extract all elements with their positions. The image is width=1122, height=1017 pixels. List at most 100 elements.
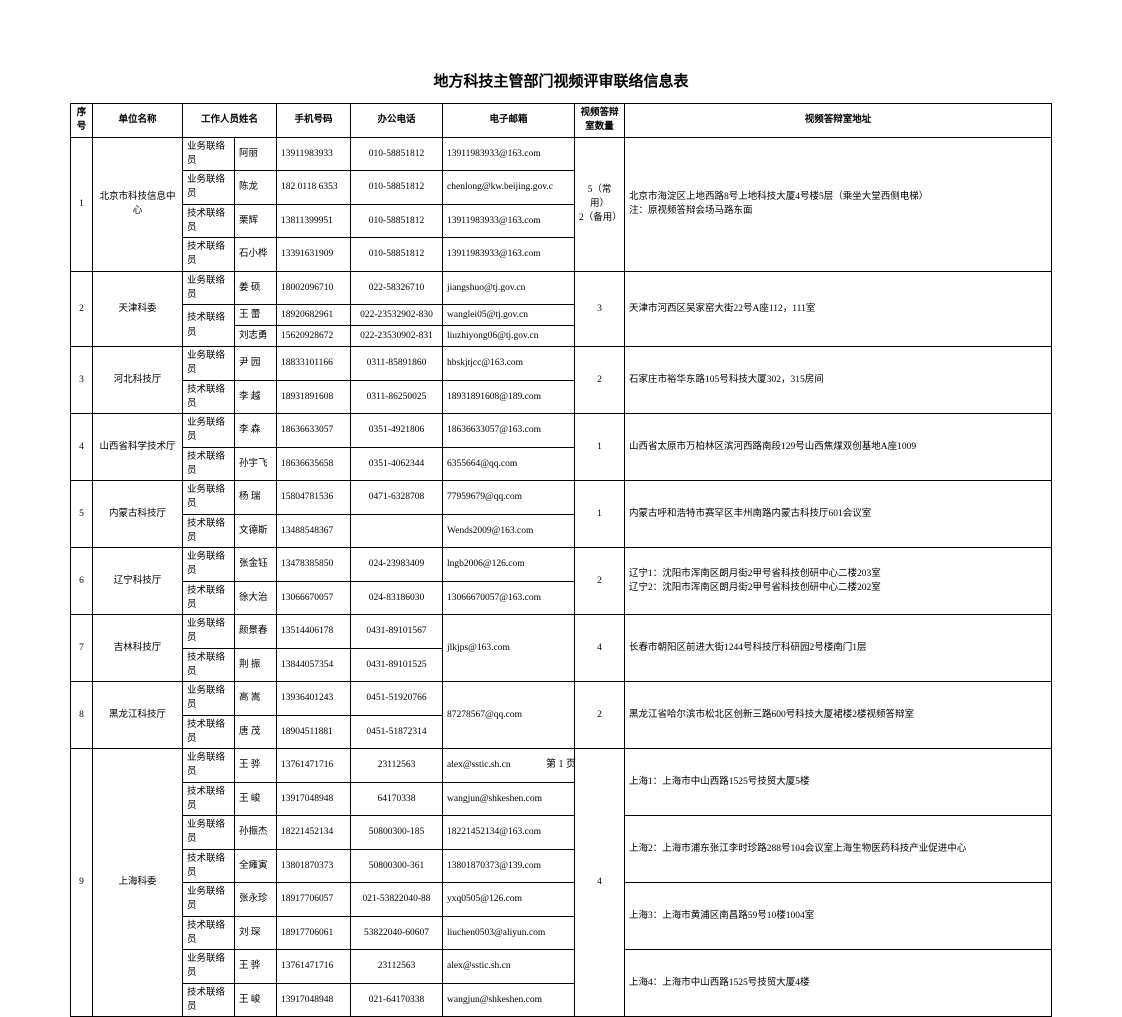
cell-phone: 15620928672 <box>277 326 351 347</box>
cell-email: 18221452134@163.com <box>443 816 575 850</box>
cell-phone: 13391631909 <box>277 238 351 272</box>
cell-email: 13911983933@163.com <box>443 238 575 272</box>
cell-tel: 022-23532902-830 <box>351 305 443 326</box>
cell-phone: 13911983933 <box>277 137 351 171</box>
cell-email: yxq0505@126.com <box>443 883 575 917</box>
table-row: 2 天津科委 业务联络员姜 硕18002096710022-58326710ji… <box>71 271 1052 305</box>
cell-role: 技术联络员 <box>183 514 235 548</box>
cell-name: 阿丽 <box>235 137 277 171</box>
cell-tel: 021-64170338 <box>351 983 443 1017</box>
cell-qty: 2 <box>575 548 625 615</box>
cell-role: 业务联络员 <box>183 137 235 171</box>
cell-tel: 0451-51920766 <box>351 682 443 716</box>
cell-org: 内蒙古科技厅 <box>93 481 183 548</box>
th-addr: 视频答辩室地址 <box>625 104 1052 138</box>
cell-phone: 13514406178 <box>277 615 351 649</box>
cell-role: 技术联络员 <box>183 305 235 347</box>
cell-addr: 天津市河西区吴家窑大街22号A座112，111室 <box>625 271 1052 347</box>
th-email: 电子邮箱 <box>443 104 575 138</box>
cell-name: 杨 瑞 <box>235 481 277 515</box>
cell-role: 技术联络员 <box>183 849 235 883</box>
cell-email: liuzhiyong06@tj.gov.cn <box>443 326 575 347</box>
cell-name: 高 嵩 <box>235 682 277 716</box>
cell-tel: 022-58326710 <box>351 271 443 305</box>
cell-role: 技术联络员 <box>183 715 235 749</box>
cell-phone: 18917706061 <box>277 916 351 950</box>
table-row: 7 吉林科技厅 业务联络员颜景春135144061780431-89101567… <box>71 615 1052 649</box>
cell-email: wangjun@shkeshen.com <box>443 782 575 816</box>
cell-phone: 18636633057 <box>277 414 351 448</box>
cell-name: 尹 园 <box>235 347 277 381</box>
cell-phone: 13811399951 <box>277 204 351 238</box>
table-row: 3 河北科技厅 业务联络员尹 园188331011660311-85891860… <box>71 347 1052 381</box>
cell-seq: 5 <box>71 481 93 548</box>
cell-tel: 0451-51872314 <box>351 715 443 749</box>
cell-addr: 上海2：上海市浦东张江李时珍路288号104会议室上海生物医药科技产业促进中心 <box>625 816 1052 883</box>
cell-seq: 4 <box>71 414 93 481</box>
cell-addr: 山西省太原市万柏林区滨河西路南段129号山西焦煤双创基地A座1009 <box>625 414 1052 481</box>
cell-tel: 021-53822040-88 <box>351 883 443 917</box>
cell-email: Wends2009@163.com <box>443 514 575 548</box>
cell-name: 王 峻 <box>235 983 277 1017</box>
cell-tel: 010-58851812 <box>351 204 443 238</box>
cell-name: 栗辉 <box>235 204 277 238</box>
cell-tel: 010-58851812 <box>351 171 443 205</box>
cell-seq: 1 <box>71 137 93 271</box>
cell-name: 姜 硕 <box>235 271 277 305</box>
cell-name: 刘 琛 <box>235 916 277 950</box>
cell-phone: 13801870373 <box>277 849 351 883</box>
cell-phone: 13844057354 <box>277 648 351 682</box>
cell-name: 荆 振 <box>235 648 277 682</box>
cell-role: 业务联络员 <box>183 414 235 448</box>
cell-org: 天津科委 <box>93 271 183 347</box>
table-container: 序号 单位名称 工作人员姓名 手机号码 办公电话 电子邮箱 视频答辩室数量 视频… <box>0 103 1122 1017</box>
cell-tel: 010-58851812 <box>351 238 443 272</box>
cell-addr: 辽宁1：沈阳市浑南区朗月街2甲号省科技创研中心二楼203室 辽宁2：沈阳市浑南区… <box>625 548 1052 615</box>
cell-phone: 18904511881 <box>277 715 351 749</box>
cell-seq: 8 <box>71 682 93 749</box>
cell-email: wanglei05@tj.gov.cn <box>443 305 575 326</box>
cell-name: 颜景春 <box>235 615 277 649</box>
cell-email: alex@sstic.sh.cn <box>443 950 575 984</box>
cell-addr: 上海3：上海市黄浦区南昌路59号10楼1004室 <box>625 883 1052 950</box>
cell-org: 山西省科学技术厅 <box>93 414 183 481</box>
cell-qty: 5（常用） 2（备用） <box>575 137 625 271</box>
cell-qty: 2 <box>575 682 625 749</box>
cell-phone: 13917048948 <box>277 983 351 1017</box>
table-row: 4 山西省科学技术厅 业务联络员李 森186366330570351-49218… <box>71 414 1052 448</box>
cell-role: 技术联络员 <box>183 204 235 238</box>
cell-org: 黑龙江科技厅 <box>93 682 183 749</box>
cell-qty: 2 <box>575 347 625 414</box>
cell-phone: 13936401243 <box>277 682 351 716</box>
cell-tel: 0311-86250025 <box>351 380 443 414</box>
page-title: 地方科技主管部门视频评审联络信息表 <box>0 0 1122 103</box>
cell-seq: 3 <box>71 347 93 414</box>
cell-tel: 50800300-361 <box>351 849 443 883</box>
cell-phone: 13917048948 <box>277 782 351 816</box>
cell-role: 技术联络员 <box>183 916 235 950</box>
cell-addr: 内蒙古呼和浩特市赛罕区丰州南路内蒙古科技厅601会议室 <box>625 481 1052 548</box>
cell-addr: 北京市海淀区上地西路8号上地科技大厦4号楼5层（乘坐大堂西侧电梯） 注：原视频答… <box>625 137 1052 271</box>
cell-name: 王 蕾 <box>235 305 277 326</box>
cell-role: 业务联络员 <box>183 171 235 205</box>
cell-tel: 53822040-60607 <box>351 916 443 950</box>
table-row: 业务联络员王 骅1376147171623112563alex@sstic.sh… <box>71 950 1052 984</box>
table-row: 1 北京市科技信息中心 业务联络员 阿丽 13911983933 010-588… <box>71 137 1052 171</box>
cell-role: 业务联络员 <box>183 548 235 582</box>
cell-tel: 024-83186030 <box>351 581 443 615</box>
cell-role: 业务联络员 <box>183 615 235 649</box>
cell-name: 全瘫寅 <box>235 849 277 883</box>
cell-name: 文德斯 <box>235 514 277 548</box>
cell-phone: 13488548367 <box>277 514 351 548</box>
cell-tel: 0351-4062344 <box>351 447 443 481</box>
cell-name: 陈龙 <box>235 171 277 205</box>
cell-addr: 上海4：上海市中山西路1525号技贸大厦4楼 <box>625 950 1052 1017</box>
cell-phone: 18917706057 <box>277 883 351 917</box>
cell-email: 13066670057@163.com <box>443 581 575 615</box>
contact-table: 序号 单位名称 工作人员姓名 手机号码 办公电话 电子邮箱 视频答辩室数量 视频… <box>70 103 1052 1017</box>
cell-tel: 0431-89101567 <box>351 615 443 649</box>
cell-role: 技术联络员 <box>183 782 235 816</box>
cell-qty: 3 <box>575 271 625 347</box>
cell-seq: 7 <box>71 615 93 682</box>
table-row: 业务联络员张永珍18917706057021-53822040-88yxq050… <box>71 883 1052 917</box>
